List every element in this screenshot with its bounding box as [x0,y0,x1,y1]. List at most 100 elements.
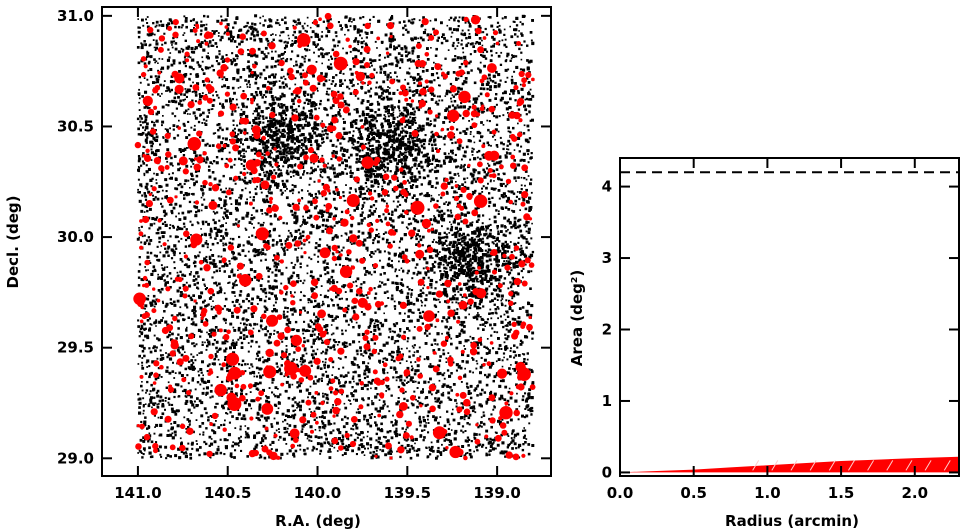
galaxy-point [450,35,453,38]
galaxy-point [523,416,527,419]
galaxy-point [525,414,529,418]
galaxy-point [457,422,461,426]
galaxy-point [246,455,249,458]
galaxy-point [147,69,150,72]
galaxy-point [284,78,287,81]
galaxy-point [237,252,241,256]
galaxy-point [222,174,225,178]
galaxy-point [295,60,298,63]
galaxy-point [432,415,435,418]
galaxy-point [438,379,441,382]
galaxy-point [249,335,252,338]
galaxy-point [322,392,324,395]
galaxy-point [412,94,415,97]
galaxy-point [436,115,440,119]
galaxy-point [229,197,232,200]
galaxy-point [229,33,233,37]
galaxy-point [245,214,249,218]
galaxy-point [247,300,251,303]
galaxy-point [159,423,163,427]
galaxy-point [171,224,175,228]
galaxy-point [286,41,289,44]
galaxy-point [211,362,215,365]
galaxy-point [468,370,472,373]
galaxy-point [321,339,324,342]
galaxy-point [370,273,373,276]
galaxy-point [357,43,359,46]
galaxy-point [289,189,292,193]
galaxy-point [312,395,315,398]
galaxy-point [466,177,469,179]
galaxy-point [285,196,289,200]
galaxy-point [285,355,289,359]
galaxy-point [518,47,521,51]
galaxy-point [426,456,429,459]
galaxy-point [281,132,285,136]
galaxy-point [235,103,239,106]
galaxy-point [182,99,185,102]
galaxy-point [488,98,492,102]
galaxy-point [164,266,166,269]
galaxy-point [272,84,275,87]
galaxy-point [468,120,470,122]
galaxy-point [324,72,328,76]
galaxy-point [238,196,240,199]
galaxy-point [278,431,281,433]
galaxy-point [179,346,182,349]
galaxy-point [183,264,186,266]
galaxy-point [283,47,287,50]
galaxy-point [395,432,399,436]
galaxy-point [313,380,315,383]
galaxy-point [247,363,249,366]
galaxy-point [309,172,311,175]
galaxy-point [448,152,450,155]
galaxy-point [165,251,168,254]
galaxy-point [440,284,442,286]
galaxy-point [180,442,183,446]
galaxy-point [326,244,329,247]
galaxy-point [141,194,144,197]
galaxy-point [370,77,373,80]
galaxy-point [180,385,183,388]
galaxy-point [505,101,508,105]
galaxy-point [140,420,143,423]
galaxy-point [307,209,311,213]
galaxy-point [263,299,267,303]
galaxy-point [460,416,464,420]
galaxy-point [328,378,331,381]
galaxy-point [400,278,403,281]
galaxy-point [223,32,226,35]
galaxy-point [507,208,511,211]
galaxy-point [243,322,246,326]
galaxy-point [210,108,213,111]
galaxy-point [280,117,284,121]
galaxy-point [314,400,317,403]
galaxy-point [402,259,406,263]
galaxy-point [435,416,438,420]
galaxy-point [146,50,149,53]
galaxy-point [460,381,463,383]
galaxy-point [420,304,423,307]
galaxy-point [288,449,292,453]
galaxy-point [172,226,175,229]
galaxy-point [415,235,417,238]
galaxy-point [220,424,223,427]
galaxy-point [438,239,441,243]
galaxy-point [455,369,458,372]
galaxy-point [419,293,422,296]
galaxy-point [187,47,190,50]
galaxy-point [513,176,517,180]
galaxy-point [145,239,149,242]
galaxy-point [349,92,353,95]
galaxy-point [434,325,437,328]
galaxy-point [242,179,246,183]
galaxy-point [384,436,387,439]
galaxy-point [460,43,463,46]
galaxy-point [518,150,521,153]
galaxy-point [472,371,474,374]
galaxy-point [459,131,462,135]
galaxy-point [324,410,328,414]
galaxy-point [427,276,430,279]
galaxy-point [173,388,177,392]
galaxy-point [448,398,452,401]
